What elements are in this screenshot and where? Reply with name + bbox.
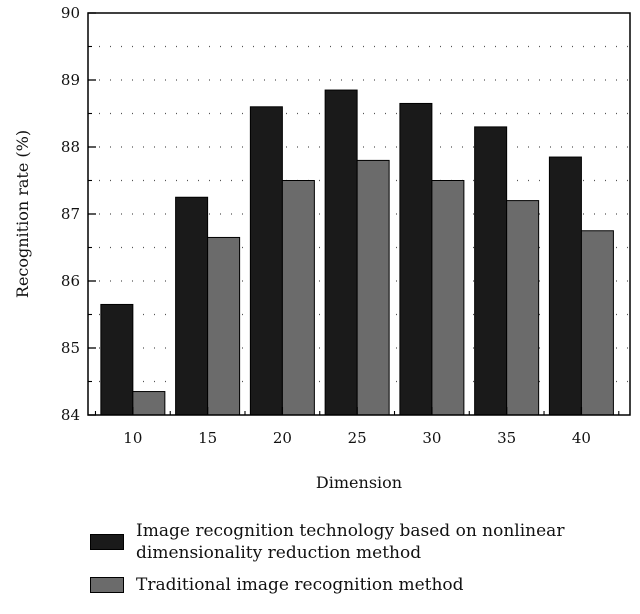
x-tick-label: 20 [273,429,292,447]
bars [100,89,614,416]
y-tick-label: 89 [61,71,80,89]
legend-label-series-2: Traditional image recognition method [136,575,464,595]
legend-label-series-1: Image recognition technology based on no… [136,521,565,563]
bar-series-1-10 [100,303,134,416]
y-tick-label: 86 [61,272,80,290]
y-tick-label: 88 [61,138,80,156]
x-tick-label: 40 [572,429,591,447]
legend-swatch-series-2 [90,577,124,593]
legend-item-series-2: Traditional image recognition method [90,574,630,596]
bar-series-2-25 [356,159,390,416]
y-axis: 84 85 86 87 88 89 90 [61,4,96,424]
y-tick-label: 87 [61,205,80,223]
legend-swatch-series-1 [90,534,124,550]
bar-series-1-30 [399,102,433,416]
x-tick-label: 10 [123,429,142,447]
legend-item-series-1: Image recognition technology based on no… [90,520,630,564]
y-axis-title: Recognition rate (%) [13,130,32,298]
x-axis: 10 15 20 25 30 35 40 [94,407,620,447]
bar-series-1-15 [175,196,209,416]
bar-series-2-30 [431,180,465,416]
x-tick-label: 35 [497,429,516,447]
bar-series-2-20 [281,180,315,416]
x-axis-title: Dimension [316,473,402,492]
grid-lines [88,45,630,383]
bar-series-1-40 [548,156,582,416]
y-tick-label: 90 [61,4,80,22]
x-tick-label: 25 [348,429,367,447]
bar-series-2-15 [207,236,241,416]
bar-series-1-35 [474,126,508,416]
x-tick-label: 15 [198,429,217,447]
x-tick-label: 30 [422,429,441,447]
legend: Image recognition technology based on no… [90,520,630,606]
bar-series-2-10 [132,391,166,416]
y-tick-label: 85 [61,339,80,357]
bar-series-2-35 [506,200,540,416]
bar-series-2-40 [580,230,614,416]
y-tick-label: 84 [61,406,80,424]
bar-series-1-25 [324,89,358,416]
bar-series-1-20 [249,106,283,416]
